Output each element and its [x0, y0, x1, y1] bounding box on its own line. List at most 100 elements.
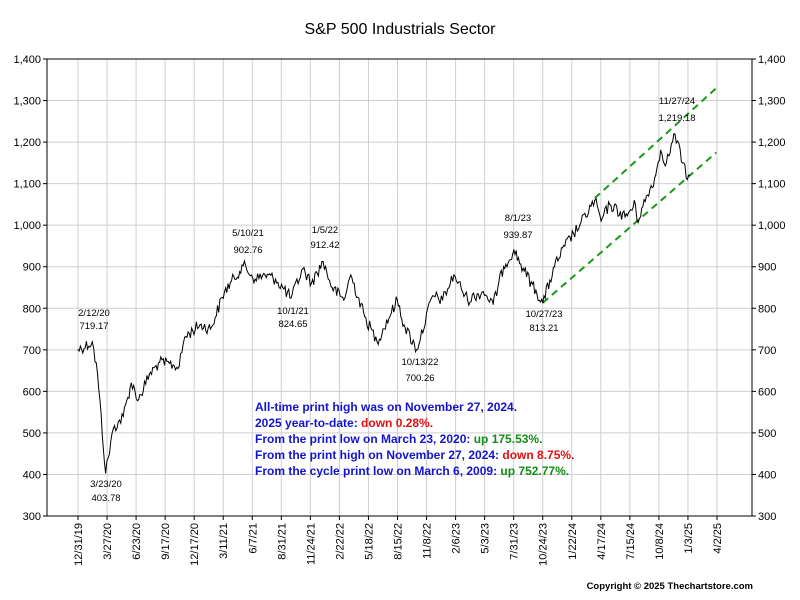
- y-tick-label-left: 1,000: [13, 220, 41, 232]
- x-tick-label: 10/24/23: [538, 523, 550, 566]
- x-tick-label: 5/3/23: [480, 523, 492, 554]
- x-tick-label: 2/6/23: [451, 523, 463, 554]
- y-tick-label-right: 1,100: [758, 179, 786, 191]
- y-tick-label-left: 700: [23, 345, 41, 357]
- data-point: [290, 297, 292, 299]
- data-point: [310, 282, 312, 284]
- x-tick-label: 12/31/19: [73, 523, 85, 566]
- y-tick-label-left: 900: [23, 262, 41, 274]
- x-tick-label: 6/7/21: [247, 523, 259, 554]
- data-point: [660, 149, 662, 151]
- note-line: From the cycle print low on March 6, 200…: [255, 464, 569, 478]
- data-point: [523, 270, 525, 272]
- annotation-value: 824.65: [278, 319, 307, 330]
- data-point: [209, 328, 212, 330]
- data-point: [482, 291, 484, 293]
- y-tick-label-right: 1,000: [758, 220, 786, 232]
- data-point: [636, 220, 638, 222]
- x-tick-label: 9/17/20: [160, 523, 172, 560]
- data-point: [492, 303, 494, 305]
- data-point: [138, 399, 140, 401]
- data-point: [343, 299, 345, 301]
- data-point: [689, 174, 691, 176]
- annotation-date: 2/12/20: [78, 308, 110, 319]
- notes-block: All-time print high was on November 27, …: [255, 400, 574, 478]
- data-point: [674, 133, 676, 135]
- y-axis-ticks: 300 300 400 400 500 500 600 600 700 700 800 800 900 9…: [13, 54, 785, 523]
- data-point: [159, 361, 161, 363]
- data-point: [609, 203, 611, 205]
- x-tick-label: 7/15/24: [625, 523, 637, 560]
- data-point: [403, 324, 405, 326]
- data-point: [432, 295, 434, 297]
- x-tick-label: 7/31/23: [509, 523, 521, 560]
- data-point: [130, 382, 132, 384]
- y-tick-label-left: 500: [23, 428, 41, 440]
- x-tick-label: 8/31/21: [276, 523, 288, 560]
- x-tick-label: 11/24/21: [305, 523, 317, 565]
- annotation-date: 10/13/22: [402, 357, 439, 368]
- trend-channel-lower: [542, 151, 717, 304]
- data-point: [77, 349, 79, 351]
- y-tick-label-left: 600: [23, 386, 41, 398]
- annotation-date: 8/1/23: [505, 213, 531, 224]
- note-line: From the print low on March 23, 2020: up…: [255, 432, 542, 446]
- note-segment: From the print low on March 23, 2020:: [255, 432, 474, 446]
- data-point: [223, 291, 226, 293]
- y-tick-label-right: 1,200: [758, 137, 786, 149]
- annotation-value: 902.76: [233, 245, 262, 256]
- data-point: [503, 266, 505, 268]
- annotation-value: 912.42: [310, 240, 339, 251]
- copyright-text: Copyright © 2025 Thechartstore.com: [587, 581, 753, 592]
- data-point: [376, 340, 378, 343]
- y-tick-label-right: 900: [758, 262, 776, 274]
- data-point: [624, 216, 626, 218]
- x-tick-label: 12/17/20: [189, 523, 201, 566]
- data-point: [513, 249, 515, 251]
- y-tick-label-right: 700: [758, 345, 776, 357]
- data-point: [396, 299, 398, 301]
- data-point: [322, 261, 324, 263]
- y-tick-label-left: 400: [23, 469, 41, 481]
- trend-channel: [542, 87, 718, 304]
- annotation-value: 1,219.18: [659, 113, 696, 124]
- annotation-date: 11/27/24: [659, 96, 695, 107]
- trend-channel-upper: [594, 87, 718, 199]
- y-tick-label-right: 600: [758, 386, 776, 398]
- data-point: [579, 224, 581, 226]
- y-tick-label-right: 500: [758, 428, 776, 440]
- data-point: [350, 274, 352, 276]
- data-point: [467, 299, 469, 301]
- y-tick-label-right: 800: [758, 303, 776, 315]
- data-point: [634, 203, 637, 205]
- data-point: [442, 299, 444, 301]
- data-point: [682, 162, 684, 164]
- note-segment: 2025 year-to-date:: [255, 416, 361, 430]
- annotation-value: 813.21: [529, 323, 558, 334]
- data-point: [364, 316, 366, 318]
- data-point: [655, 174, 657, 176]
- annotation-date: 5/10/21: [232, 228, 264, 239]
- data-point: [542, 302, 544, 304]
- note-segment: From the cycle print low on March 6, 200…: [255, 464, 500, 478]
- data-point: [112, 428, 114, 430]
- note-segment: down 8.75%.: [502, 448, 574, 462]
- data-point: [91, 341, 93, 343]
- series-group: [77, 133, 691, 474]
- data-point: [600, 220, 602, 222]
- y-tick-label-left: 800: [23, 303, 41, 315]
- plot-frame: [46, 58, 753, 517]
- x-tick-label: 2/22/22: [334, 523, 346, 560]
- x-tick-label: 4/17/24: [596, 523, 608, 560]
- y-tick-label-right: 300: [758, 511, 776, 523]
- note-segment: From the print high on November 27, 2024…: [255, 448, 502, 462]
- x-tick-label: 11/8/22: [422, 523, 434, 559]
- x-tick-label: 1/3/25: [683, 523, 695, 554]
- data-point: [178, 365, 180, 367]
- data-point: [564, 245, 566, 247]
- series-line: [77, 133, 690, 473]
- annotation-date: 10/1/21: [277, 306, 309, 317]
- data-point: [594, 199, 596, 201]
- note-line: All-time print high was on November 27, …: [255, 400, 517, 414]
